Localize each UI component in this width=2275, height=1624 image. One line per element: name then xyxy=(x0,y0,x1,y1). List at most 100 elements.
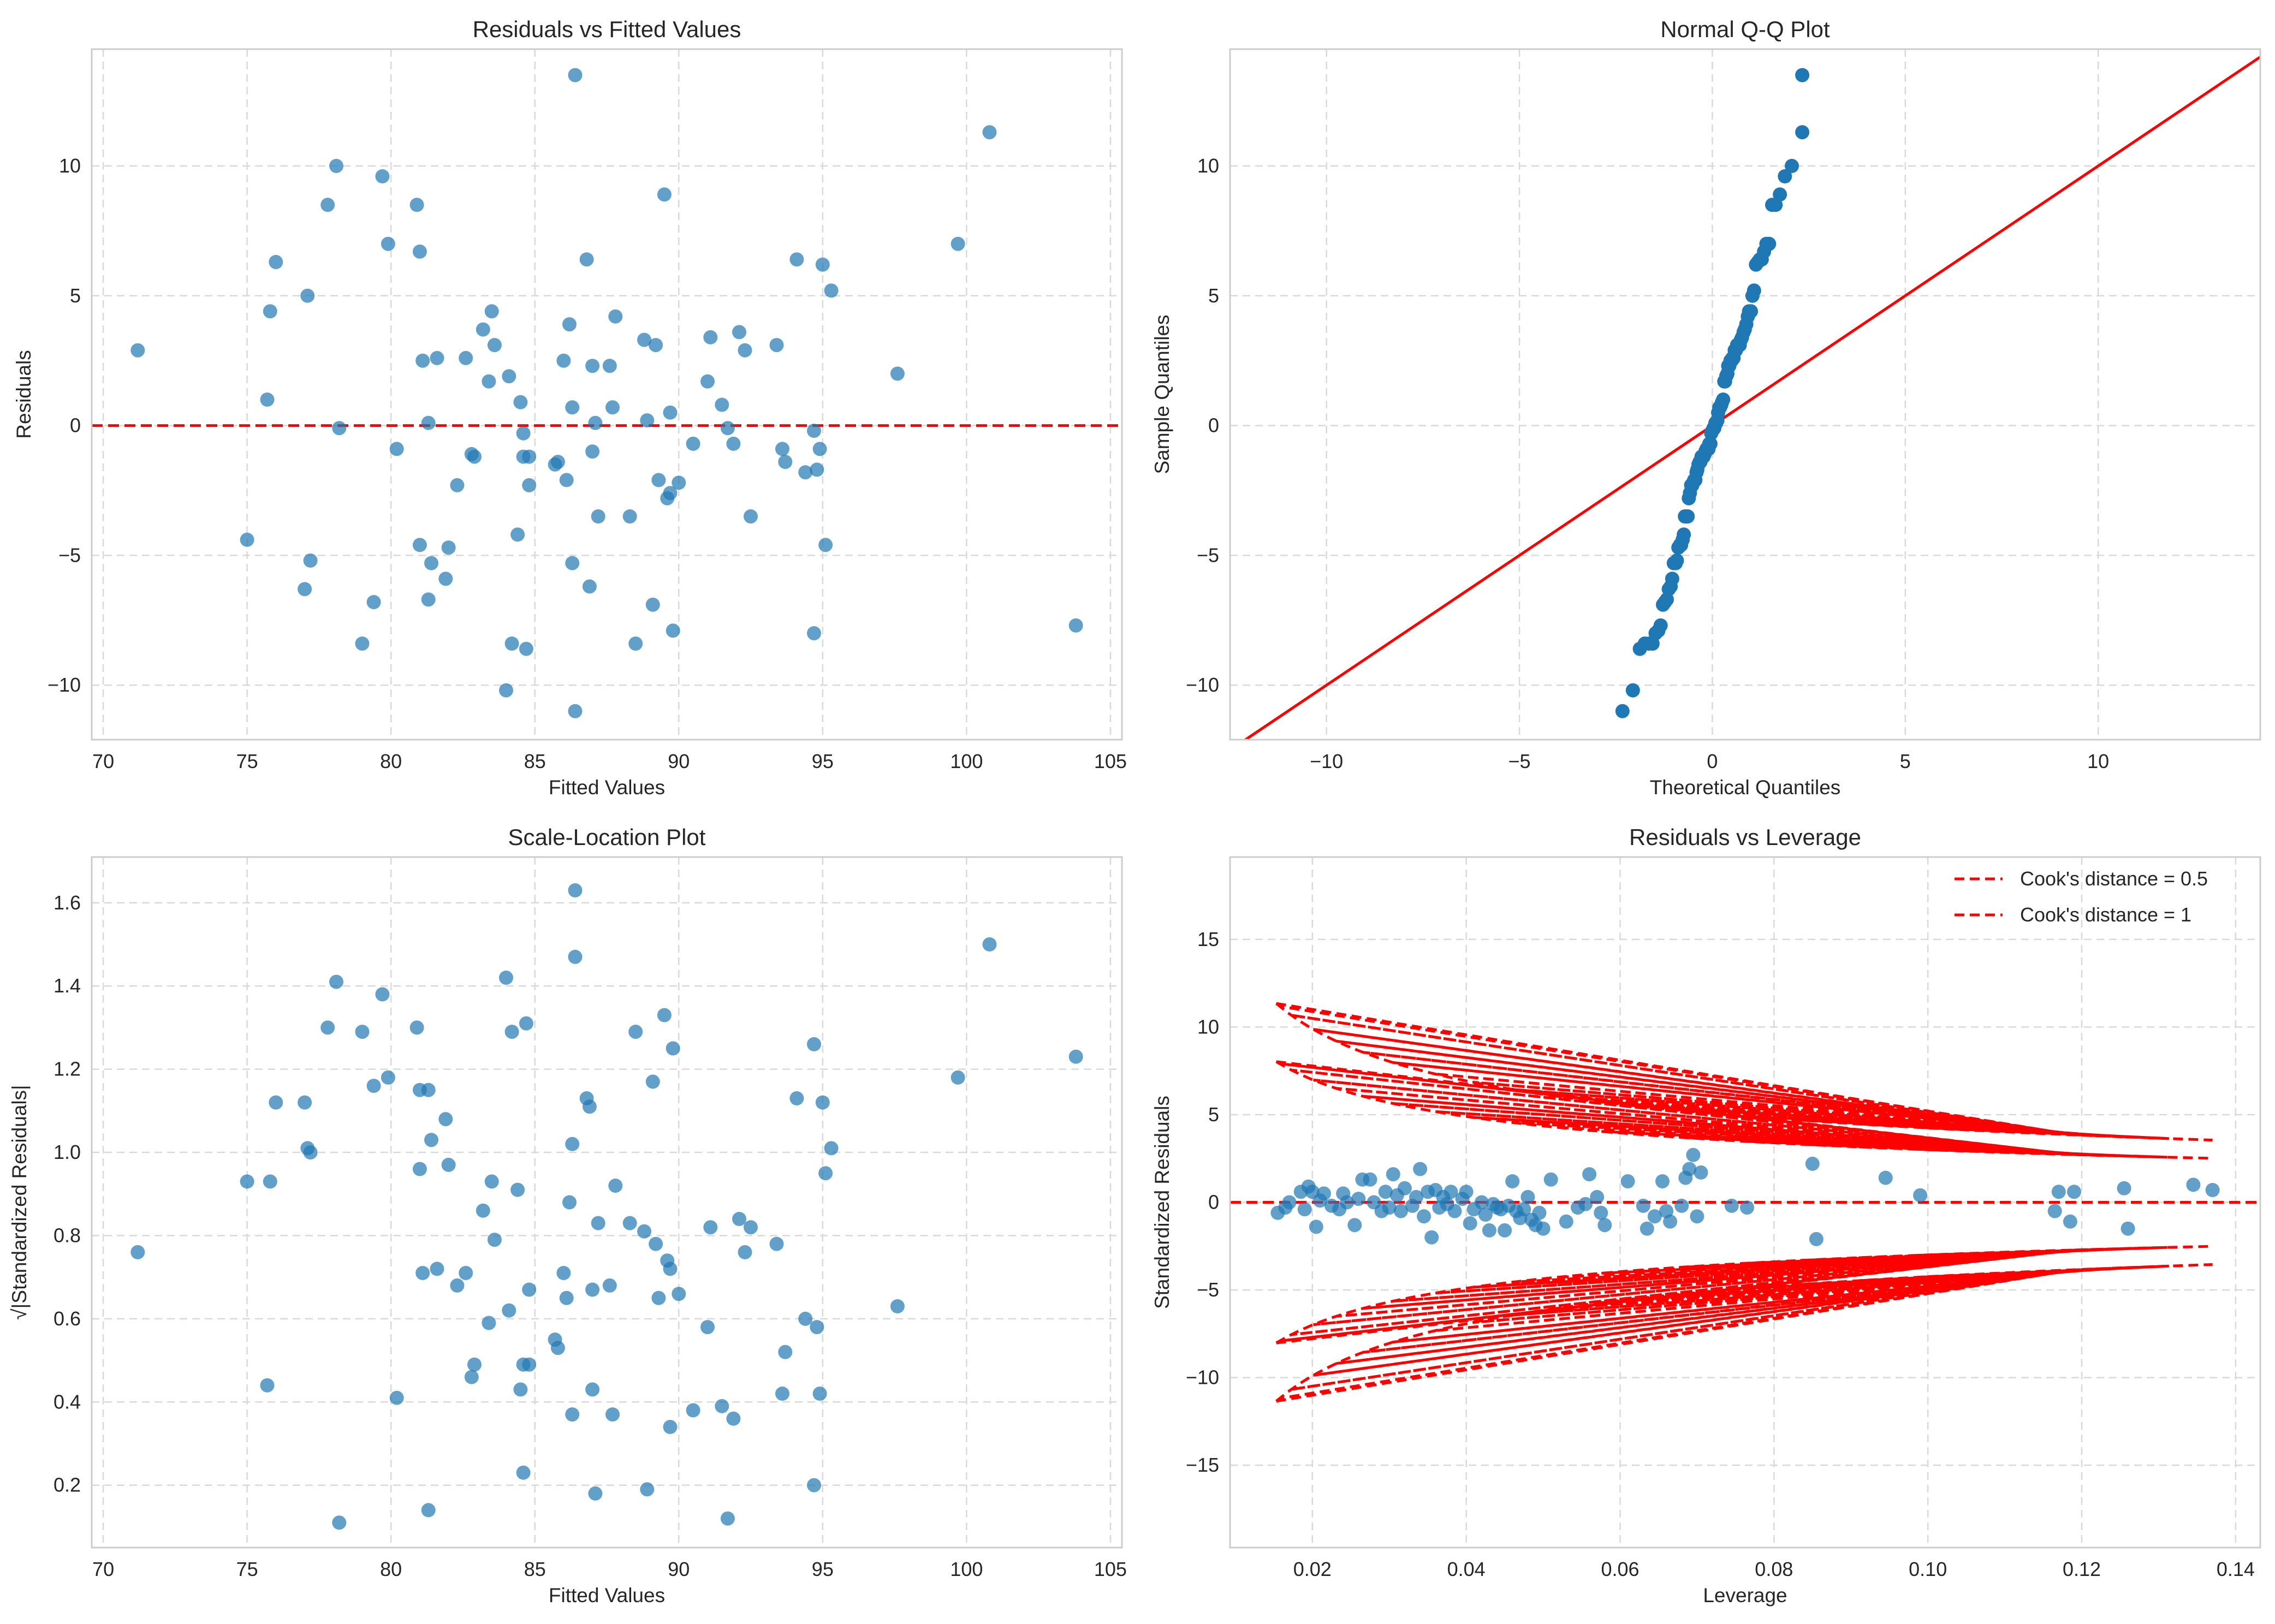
data-point xyxy=(1778,169,1792,183)
data-point xyxy=(1762,236,1777,251)
data-point xyxy=(1653,618,1668,633)
data-point xyxy=(502,369,516,384)
data-point xyxy=(605,400,620,415)
x-tick-label: 0.04 xyxy=(1447,1558,1486,1580)
data-point xyxy=(450,478,465,492)
data-point xyxy=(1913,1188,1928,1203)
data-point xyxy=(608,1179,623,1193)
data-point xyxy=(686,1403,700,1418)
data-point xyxy=(1478,1207,1493,1222)
data-point xyxy=(622,1216,637,1230)
y-tick-label: 0.2 xyxy=(54,1474,81,1496)
data-point xyxy=(810,462,824,477)
data-point xyxy=(1677,527,1691,542)
data-point xyxy=(263,1174,277,1189)
data-point xyxy=(2067,1185,2081,1199)
data-point xyxy=(412,538,427,552)
data-point xyxy=(332,421,347,436)
data-point xyxy=(1397,1181,1412,1195)
data-point xyxy=(522,1357,537,1372)
data-point xyxy=(1674,1198,1689,1213)
y-tick-label: 10 xyxy=(59,154,81,177)
data-point xyxy=(522,449,537,464)
data-point xyxy=(430,1262,444,1276)
data-point xyxy=(522,1282,537,1297)
data-point xyxy=(890,366,905,381)
legend: Cook's distance = 0.5 Cook's distance = 1 xyxy=(1955,867,2208,926)
data-point xyxy=(375,987,390,1002)
x-tick-label: 0 xyxy=(1707,750,1718,772)
data-point xyxy=(1582,1167,1597,1182)
legend-label: Cook's distance = 0.5 xyxy=(2020,867,2208,890)
data-point xyxy=(1297,1202,1312,1217)
data-point xyxy=(1351,1192,1366,1206)
data-point xyxy=(1413,1162,1428,1176)
x-tick-label: 90 xyxy=(668,750,690,772)
data-point xyxy=(565,1137,580,1151)
data-point xyxy=(622,509,637,524)
data-point xyxy=(818,538,833,552)
data-point xyxy=(459,1266,473,1280)
data-point xyxy=(516,1465,531,1480)
data-point xyxy=(1724,1198,1739,1213)
data-point xyxy=(550,1341,565,1355)
x-tick-label: 105 xyxy=(1094,750,1127,772)
y-axis-label: Sample Quantiles xyxy=(1151,314,1173,474)
data-point xyxy=(657,187,672,202)
data-point xyxy=(1532,1205,1547,1220)
data-point xyxy=(672,1287,686,1301)
x-tick-label: 5 xyxy=(1900,750,1911,772)
data-point xyxy=(720,1511,735,1526)
data-point xyxy=(775,1387,789,1401)
data-point xyxy=(513,1382,528,1397)
data-point xyxy=(1740,1200,1754,1215)
data-point xyxy=(666,1041,680,1056)
x-tick-label: 100 xyxy=(950,1558,983,1580)
data-point xyxy=(789,1091,804,1105)
axes-frame xyxy=(91,856,1123,1549)
data-point xyxy=(1543,1172,1558,1187)
x-tick-label: 90 xyxy=(668,1558,690,1580)
data-point xyxy=(467,449,482,464)
data-point xyxy=(2063,1214,2077,1229)
data-point xyxy=(1444,1185,1458,1199)
data-point xyxy=(1682,1162,1697,1176)
data-point xyxy=(556,1266,571,1280)
data-point xyxy=(415,1266,430,1280)
data-point xyxy=(329,974,343,989)
y-tick-label: 10 xyxy=(1197,154,1219,177)
data-point xyxy=(1795,125,1810,140)
data-point xyxy=(464,1370,479,1384)
x-tick-label: 70 xyxy=(92,750,114,772)
data-point xyxy=(715,1399,729,1413)
data-point xyxy=(332,1515,347,1530)
y-axis-label: Residuals xyxy=(13,350,35,438)
y-tick-label: 5 xyxy=(70,284,81,307)
x-tick-label: 95 xyxy=(812,1558,834,1580)
data-point xyxy=(657,1008,672,1022)
chart-title: Residuals vs Leverage xyxy=(1629,824,1861,850)
data-point xyxy=(738,1245,752,1259)
data-point xyxy=(649,1236,663,1251)
x-tick-label: 95 xyxy=(812,750,834,772)
data-point xyxy=(775,442,789,456)
data-point xyxy=(409,198,424,212)
data-point xyxy=(415,353,430,368)
data-point xyxy=(1505,1174,1520,1188)
data-point xyxy=(637,332,651,347)
data-point xyxy=(640,1482,655,1497)
data-point xyxy=(602,1278,617,1293)
data-point xyxy=(815,257,830,272)
data-point xyxy=(441,540,456,555)
data-point xyxy=(1615,704,1630,718)
y-tick-label: 1.0 xyxy=(54,1141,81,1163)
data-point xyxy=(1482,1223,1496,1238)
data-point xyxy=(663,1420,678,1434)
data-point xyxy=(700,1320,715,1335)
data-point xyxy=(1636,1198,1650,1213)
y-tick-label: −15 xyxy=(1186,1454,1219,1476)
data-point xyxy=(1680,509,1695,524)
data-point xyxy=(504,1025,519,1039)
